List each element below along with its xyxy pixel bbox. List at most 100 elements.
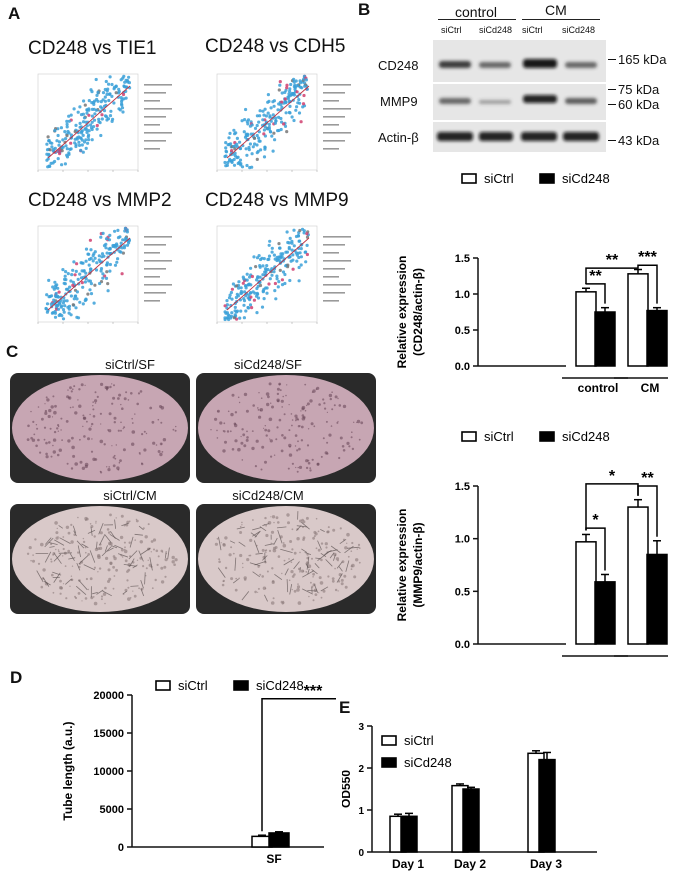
bar — [538, 758, 556, 853]
blot-lane-4: siCd248 — [562, 25, 596, 35]
x-category-label: Day 3 — [530, 857, 562, 871]
significance-label: * — [609, 468, 616, 485]
marker-75: 75 kDa — [618, 82, 660, 97]
legend-label: siCtrl — [404, 733, 434, 748]
bar — [594, 581, 616, 645]
legend-swatch — [381, 735, 397, 746]
y-axis-label: Relative expression — [395, 256, 409, 369]
y-tick-label: 10000 — [93, 766, 124, 778]
y-tick-label: 0.5 — [455, 586, 470, 598]
y-tick-label: 0 — [358, 848, 364, 859]
y-axis-label: Tube length (a.u.) — [61, 721, 75, 820]
y-axis-label: (CD248/actin-β) — [411, 268, 425, 356]
micro-label-sicd248-cm: siCd248/CM — [232, 488, 304, 503]
legend-label: siCtrl — [484, 429, 514, 444]
bar — [575, 541, 597, 645]
significance-label: *** — [304, 683, 323, 700]
micro-label-sicd248-sf: siCd248/SF — [234, 357, 302, 372]
y-tick-label: 0 — [118, 842, 124, 854]
micrograph-sicd248-cm — [196, 504, 376, 614]
bar — [627, 273, 649, 367]
chart-cd248-expression: 0.0 0.5 1.0 1.5 Relative expression (CD248/ac… — [395, 171, 668, 395]
micro-label-sictrl-sf: siCtrl/SF — [105, 357, 155, 372]
y-tick-label: 15000 — [93, 728, 124, 740]
y-axis-label: Relative expression — [395, 509, 409, 622]
blot-lane-2: siCd248 — [479, 25, 513, 35]
legend-swatch — [233, 680, 249, 691]
significance-label: ** — [641, 470, 654, 487]
micrograph-sicd248-sf — [196, 373, 376, 483]
legend-swatch — [155, 680, 171, 691]
y-tick-label: 0.0 — [455, 361, 470, 373]
panel-letter-d: D — [10, 668, 23, 687]
y-tick-label: 1.5 — [455, 253, 470, 265]
legend-label: siCtrl — [484, 171, 514, 186]
blot-group-cm: CM — [545, 2, 567, 18]
blot-row-actin: Actin-β — [378, 130, 419, 145]
significance-bracket — [261, 698, 336, 832]
significance-label: ** — [589, 268, 602, 285]
y-tick-label: 1 — [358, 806, 364, 817]
chart-tube-length: 0 5000 10000 15000 20000 Tube length (a.u.) SF… — [61, 678, 336, 866]
y-tick-label: 1.0 — [455, 534, 470, 546]
blot-group-control: control — [455, 4, 498, 20]
scatter-title-mmp9: CD248 vs MMP9 — [205, 190, 349, 211]
y-tick-label: 5000 — [100, 804, 124, 816]
legend-label: siCd248 — [256, 678, 304, 693]
marker-43: 43 kDa — [618, 133, 660, 148]
significance-bracket — [637, 264, 658, 304]
panel-letter-e: E — [339, 698, 351, 717]
bar — [462, 788, 480, 853]
blot-lane-3: siCtrl — [522, 25, 543, 35]
bar — [594, 311, 616, 367]
x-category-label: CM — [641, 381, 660, 395]
significance-bracket — [585, 527, 606, 571]
x-category-label: control — [578, 381, 619, 395]
scatter-plot-tie1 — [37, 73, 172, 172]
scatter-title-mmp2: CD248 vs MMP2 — [28, 190, 172, 211]
bar — [575, 291, 597, 367]
chart-od550: 0 1 2 3 OD550 Day 1 Day 2 Day 3 siCtrl siCd248 — [342, 722, 597, 871]
scatter-title-tie1: CD248 vs TIE1 — [28, 38, 157, 59]
significance-label: * — [592, 512, 599, 529]
scatter-plot-cdh5 — [216, 73, 351, 172]
marker-60: 60 kDa — [618, 97, 660, 112]
y-tick-label: 1.0 — [455, 289, 470, 301]
y-tick-label: 0.0 — [455, 639, 470, 651]
y-tick-label: 0.5 — [455, 325, 470, 337]
legend-swatch — [539, 173, 555, 184]
bar — [268, 832, 290, 848]
significance-label: ** — [606, 252, 619, 269]
bar — [627, 506, 649, 645]
blot-bands — [437, 59, 599, 141]
y-axis-label: (MMP9/actin-β) — [411, 522, 425, 607]
blot-row-mmp9: MMP9 — [380, 94, 418, 109]
blot-row-cd248: CD248 — [378, 58, 419, 73]
y-tick-label: 3 — [358, 722, 364, 733]
panel-letter-a: A — [8, 4, 21, 23]
bar — [646, 309, 668, 367]
legend-swatch — [381, 757, 397, 768]
significance-bracket — [637, 485, 658, 537]
legend-swatch — [461, 173, 477, 184]
legend-label: siCd248 — [562, 429, 610, 444]
panel-letter-b: B — [358, 0, 371, 19]
legend-label: siCd248 — [404, 755, 452, 770]
blot-lane-1: siCtrl — [441, 25, 462, 35]
y-tick-label: 20000 — [93, 690, 124, 702]
legend-label: siCtrl — [178, 678, 208, 693]
x-category-label: Day 1 — [392, 857, 424, 871]
significance-bracket — [585, 265, 639, 285]
bar — [400, 815, 418, 853]
micrograph-sictrl-cm — [10, 504, 190, 614]
y-tick-label: 1.5 — [455, 481, 470, 493]
panel-letter-c: C — [6, 342, 19, 361]
legend-label: siCd248 — [562, 171, 610, 186]
x-category-label: Day 2 — [454, 857, 486, 871]
bar — [646, 553, 668, 645]
micrograph-sictrl-sf — [10, 373, 190, 483]
legend-swatch — [461, 431, 477, 442]
significance-bracket — [585, 283, 606, 304]
marker-165: 165 kDa — [618, 52, 667, 67]
scatter-plot-mmp2 — [37, 225, 172, 324]
